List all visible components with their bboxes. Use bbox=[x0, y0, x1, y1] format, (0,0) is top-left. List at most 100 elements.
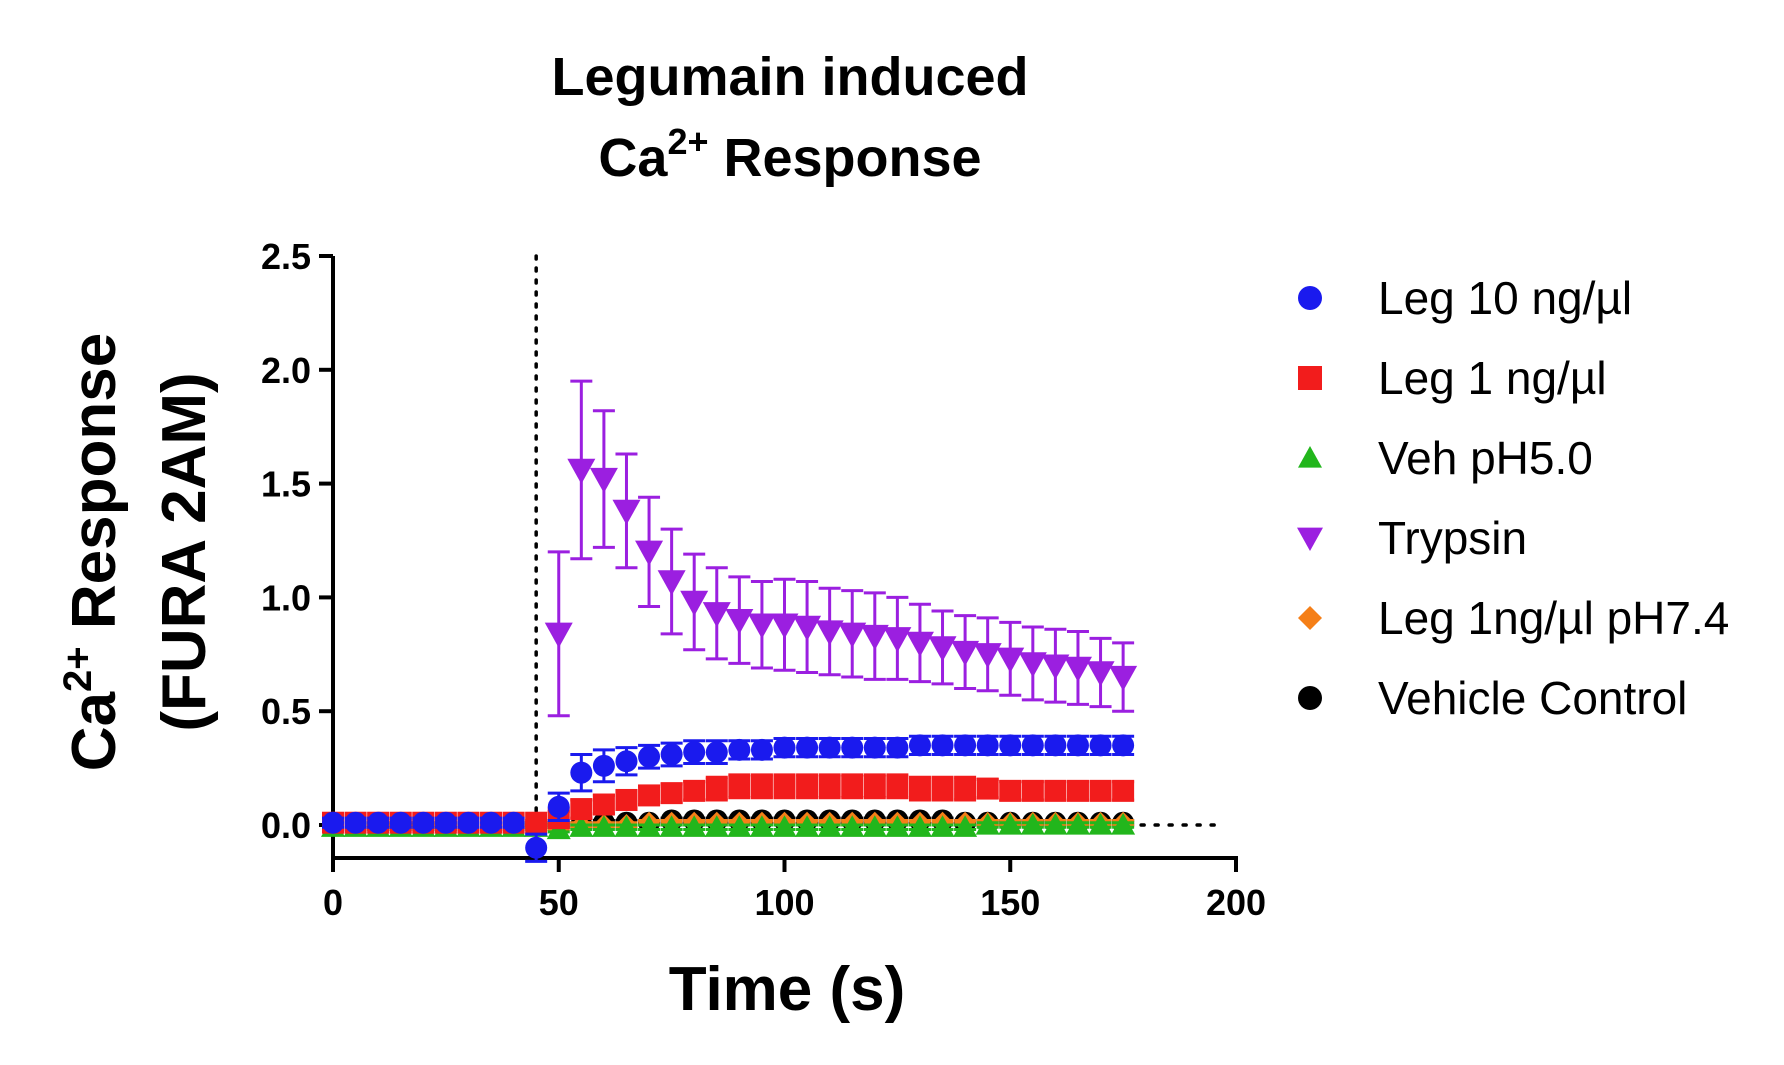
data-point bbox=[860, 624, 889, 651]
data-point bbox=[930, 815, 955, 837]
series-leg-10-ng-l bbox=[322, 734, 1135, 863]
data-point bbox=[637, 815, 662, 837]
data-point bbox=[772, 815, 797, 837]
data-point bbox=[951, 640, 980, 667]
series-trypsin bbox=[544, 379, 1138, 718]
data-point bbox=[705, 777, 728, 800]
data-point bbox=[1041, 654, 1070, 680]
data-point bbox=[727, 815, 752, 837]
legend-marker bbox=[1298, 446, 1322, 468]
data-point bbox=[1044, 779, 1067, 802]
data-point bbox=[886, 736, 909, 759]
data-point bbox=[322, 811, 344, 834]
data-point bbox=[544, 622, 573, 648]
data-point bbox=[1111, 813, 1136, 835]
data-point bbox=[638, 745, 661, 768]
data-point bbox=[683, 779, 706, 802]
data-point bbox=[883, 627, 912, 653]
data-point bbox=[841, 736, 864, 759]
data-point bbox=[389, 811, 412, 834]
legend-item: Leg 10 ng/µl bbox=[1298, 272, 1632, 324]
data-point bbox=[863, 736, 886, 759]
legend-item: Trypsin bbox=[1297, 512, 1527, 564]
data-point bbox=[567, 458, 596, 484]
data-point bbox=[976, 734, 999, 757]
data-point bbox=[931, 734, 954, 757]
legend-label: Leg 10 ng/µl bbox=[1378, 272, 1632, 324]
data-point bbox=[928, 636, 957, 662]
data-point bbox=[976, 777, 999, 800]
data-point bbox=[1043, 813, 1068, 835]
legend-label: Vehicle Control bbox=[1378, 672, 1687, 724]
data-point bbox=[525, 836, 548, 859]
data-point bbox=[1018, 652, 1047, 678]
x-axis-title: Time (s) bbox=[669, 955, 906, 1024]
data-point bbox=[683, 741, 706, 764]
data-point bbox=[1066, 734, 1089, 757]
legend-marker bbox=[1297, 527, 1323, 551]
x-tick-label: 100 bbox=[754, 882, 814, 923]
y-tick-label: 0.0 bbox=[261, 805, 311, 846]
data-point bbox=[1044, 734, 1067, 757]
data-point bbox=[907, 815, 932, 837]
data-point bbox=[728, 738, 751, 761]
legend-item: Vehicle Control bbox=[1298, 672, 1687, 724]
data-point bbox=[796, 736, 819, 759]
data-point bbox=[996, 647, 1025, 673]
data-point bbox=[457, 811, 480, 834]
legend-item: Leg 1 ng/µl bbox=[1298, 352, 1607, 404]
data-point bbox=[954, 777, 977, 800]
legend-marker bbox=[1298, 286, 1322, 310]
data-point bbox=[1089, 779, 1112, 802]
data-point bbox=[1089, 734, 1112, 757]
data-point bbox=[818, 775, 841, 798]
data-point bbox=[1112, 734, 1135, 757]
data-point bbox=[702, 602, 731, 628]
data-point bbox=[728, 775, 751, 798]
data-point bbox=[682, 815, 707, 837]
plot-area: 0.0 0.5 1.0 1.5 2.0 2.5 0 50 100 150 200 bbox=[261, 236, 1266, 923]
data-point bbox=[1063, 656, 1092, 682]
data-point bbox=[793, 615, 822, 641]
legend-marker bbox=[1298, 606, 1322, 630]
data-point bbox=[592, 793, 615, 816]
data-point bbox=[638, 784, 661, 807]
data-point bbox=[998, 813, 1023, 835]
data-point bbox=[612, 499, 641, 525]
data-point bbox=[704, 815, 729, 837]
y-tick-label: 1.5 bbox=[261, 464, 311, 505]
data-point bbox=[885, 815, 910, 837]
legend-label: Leg 1ng/µl pH7.4 bbox=[1378, 592, 1729, 644]
data-point bbox=[954, 734, 977, 757]
y-tick-label: 2.5 bbox=[261, 236, 311, 277]
data-point bbox=[750, 738, 773, 761]
data-point bbox=[502, 811, 525, 834]
y-tick-label: 2.0 bbox=[261, 350, 311, 391]
data-point bbox=[660, 782, 683, 805]
data-point bbox=[635, 540, 664, 566]
legend-marker bbox=[1298, 366, 1322, 390]
chart-title-line2: Ca2+ Response bbox=[598, 121, 981, 188]
data-point bbox=[614, 815, 639, 837]
data-point bbox=[1088, 813, 1113, 835]
data-point bbox=[973, 643, 1002, 669]
data-point bbox=[818, 736, 841, 759]
data-point bbox=[367, 811, 390, 834]
data-point bbox=[817, 815, 842, 837]
data-point bbox=[908, 777, 931, 800]
data-point bbox=[773, 736, 796, 759]
data-point bbox=[838, 622, 867, 648]
data-point bbox=[592, 754, 615, 777]
y-axis-title-line1: Ca2+ Response bbox=[56, 333, 129, 771]
data-point bbox=[749, 815, 774, 837]
chart-title-line1: Legumain induced bbox=[551, 47, 1028, 107]
data-point bbox=[344, 811, 367, 834]
data-point bbox=[796, 775, 819, 798]
x-tick-label: 150 bbox=[980, 882, 1040, 923]
data-point bbox=[1109, 665, 1138, 692]
data-point bbox=[931, 777, 954, 800]
y-tick-label: 1.0 bbox=[261, 577, 311, 618]
data-point bbox=[1066, 779, 1089, 802]
data-point bbox=[747, 613, 776, 639]
